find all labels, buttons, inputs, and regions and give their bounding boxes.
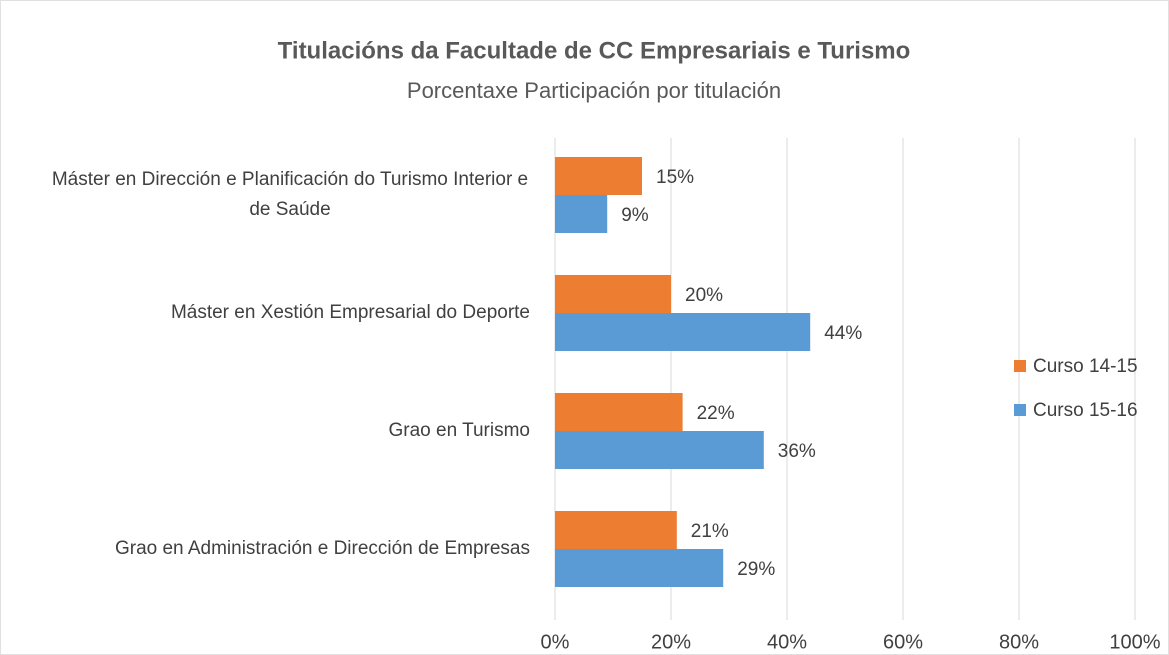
value-label: 20% [685,285,723,306]
x-tick-label: 60% [883,631,923,653]
legend-label: Curso 15-16 [1033,400,1138,421]
x-tick-label: 40% [767,631,807,653]
value-label: 22% [697,403,735,424]
value-label: 15% [656,167,694,188]
x-tick-label: 100% [1109,631,1160,653]
category-label: Grao en Administración e Dirección de Em… [114,538,530,559]
legend-swatch [1014,404,1026,416]
chart-subtitle: Porcentaxe Participación por titulación [407,78,781,103]
value-label: 44% [824,323,862,344]
category-label: Grao en Turismo [388,420,531,441]
chart-title: Titulacións da Facultade de CC Empresari… [278,37,911,64]
bar [555,549,724,587]
legend-swatch [1014,360,1026,372]
value-label: 9% [621,205,649,226]
bar [555,393,683,431]
x-tick-label: 0% [541,631,570,653]
bar [555,511,677,549]
bar [555,431,764,469]
value-label: 21% [691,521,729,542]
bar [555,195,608,233]
bar [555,313,811,351]
value-label: 36% [778,441,816,462]
x-tick-label: 80% [999,631,1039,653]
legend-label: Curso 14-15 [1033,356,1138,377]
value-label: 29% [737,559,775,580]
category-label: Máster en Xestión Empresarial do Deporte [170,302,530,323]
category-label: Máster en Dirección e Planificación do T… [51,169,529,220]
bar [555,275,671,313]
x-tick-label: 20% [651,631,691,653]
bar [555,157,642,195]
